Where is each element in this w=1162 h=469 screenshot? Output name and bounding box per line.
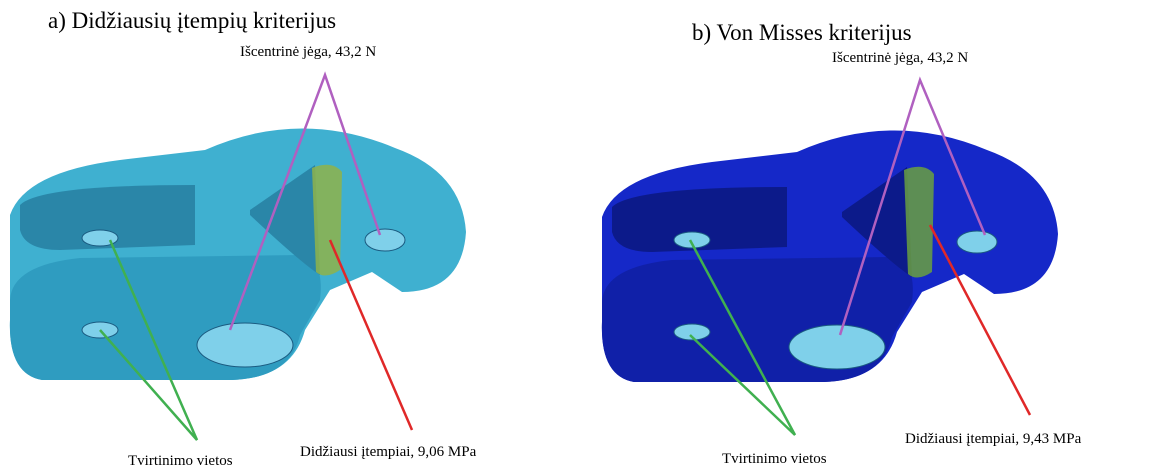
fixture-label: Tvirtinimo vietos [128,453,233,469]
figure: a) Didžiausių įtempių kriterijus Išcentr… [0,0,1162,469]
fixture-label: Tvirtinimo vietos [722,451,827,467]
force-label: Išcentrinė jėga, 43,2 N [832,50,968,66]
stress-label: Didžiausi įtempiai, 9,43 MPa [905,431,1082,447]
part-render [602,130,1058,382]
stress-label: Didžiausi įtempiai, 9,06 MPa [300,444,477,460]
part-render [10,128,466,380]
panel-title: a) Didžiausių įtempių kriterijus [48,8,336,33]
force-label: Išcentrinė jėga, 43,2 N [240,44,376,60]
panel-title: b) Von Misses kriterijus [692,20,912,45]
panel-a: a) Didžiausių įtempių kriterijus Išcentr… [10,8,477,469]
panel-b: b) Von Misses kriterijus Išcentrinė jėga… [602,20,1082,467]
